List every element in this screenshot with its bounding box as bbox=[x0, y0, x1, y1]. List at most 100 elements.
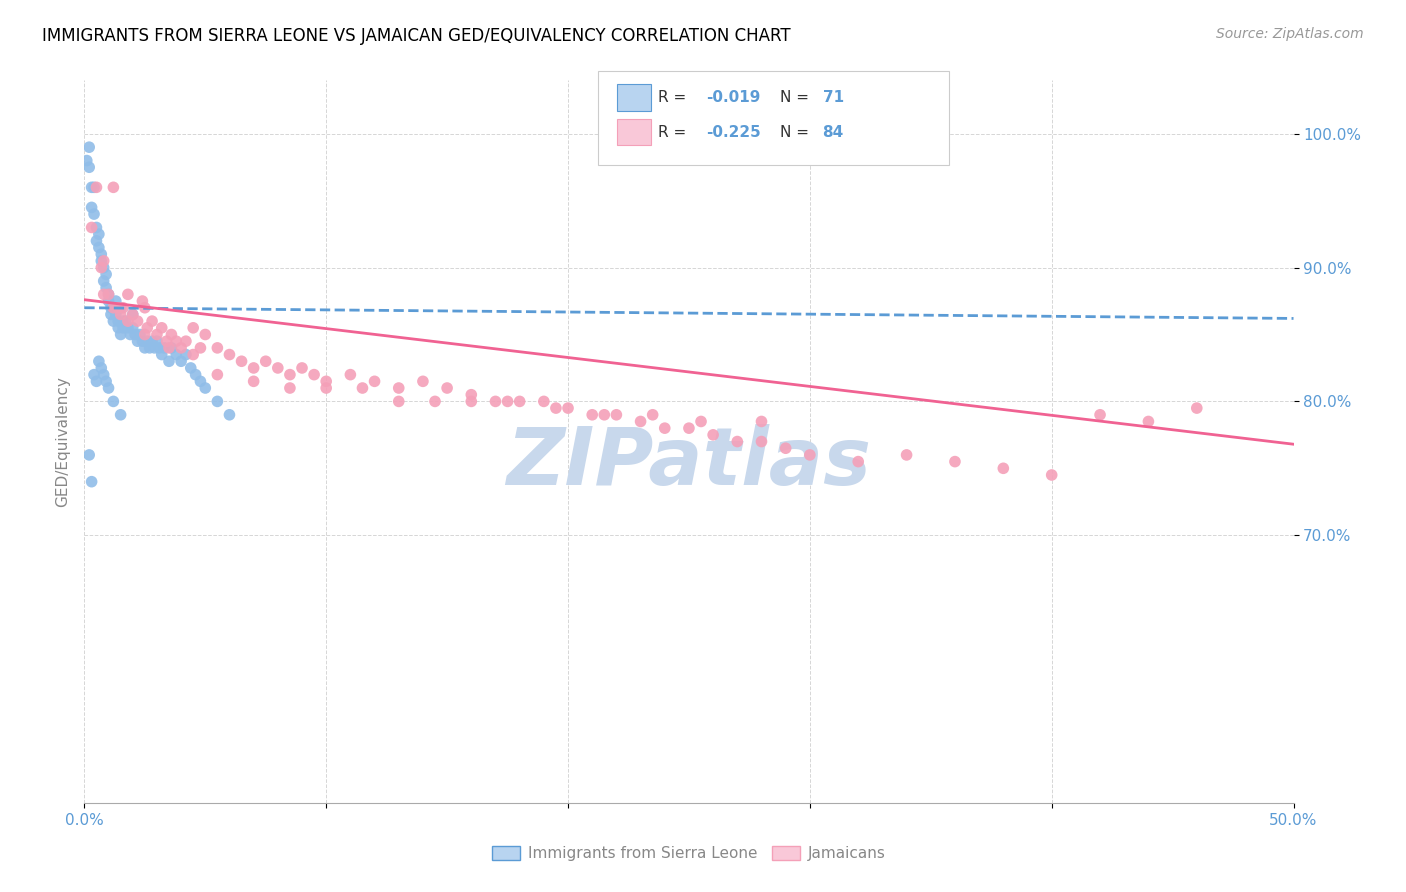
Point bbox=[141, 334, 163, 349]
Point bbox=[112, 321, 135, 335]
Point bbox=[80, 201, 103, 215]
Point bbox=[76, 153, 98, 168]
Point bbox=[630, 414, 652, 428]
Point bbox=[436, 381, 458, 395]
Point bbox=[278, 381, 301, 395]
Point bbox=[207, 368, 229, 382]
Point bbox=[150, 348, 173, 362]
Point bbox=[218, 408, 240, 422]
Text: ZIPatlas: ZIPatlas bbox=[506, 425, 872, 502]
Point bbox=[129, 327, 152, 342]
Point bbox=[423, 394, 446, 409]
Point bbox=[146, 334, 169, 349]
Point bbox=[117, 321, 139, 335]
Point bbox=[87, 241, 110, 255]
Point bbox=[1040, 468, 1063, 483]
Point bbox=[134, 327, 156, 342]
Point bbox=[165, 334, 187, 349]
Point bbox=[641, 408, 664, 422]
Point bbox=[94, 280, 117, 294]
Point bbox=[231, 354, 253, 368]
Text: 84: 84 bbox=[823, 125, 844, 139]
Point bbox=[181, 321, 204, 335]
Point bbox=[110, 301, 132, 315]
Point bbox=[112, 301, 135, 315]
Point bbox=[363, 375, 385, 389]
Point bbox=[124, 327, 146, 342]
Point bbox=[160, 341, 183, 355]
Point bbox=[97, 294, 120, 309]
Point bbox=[194, 327, 217, 342]
Point bbox=[117, 314, 139, 328]
Point bbox=[121, 308, 143, 322]
Point bbox=[896, 448, 918, 462]
Point bbox=[93, 274, 115, 288]
Point bbox=[107, 321, 129, 335]
Point bbox=[702, 428, 724, 442]
Point bbox=[93, 253, 115, 268]
Point bbox=[103, 301, 125, 315]
Point bbox=[315, 381, 337, 395]
Point bbox=[114, 314, 136, 328]
Point bbox=[751, 414, 773, 428]
Point bbox=[100, 308, 122, 322]
Text: IMMIGRANTS FROM SIERRA LEONE VS JAMAICAN GED/EQUIVALENCY CORRELATION CHART: IMMIGRANTS FROM SIERRA LEONE VS JAMAICAN… bbox=[42, 27, 790, 45]
Point bbox=[86, 220, 108, 235]
Point bbox=[134, 301, 156, 315]
Point bbox=[254, 354, 277, 368]
Point bbox=[170, 354, 193, 368]
Point bbox=[725, 434, 748, 449]
Point bbox=[86, 180, 108, 194]
Point bbox=[97, 287, 120, 301]
Point bbox=[993, 461, 1015, 475]
Point bbox=[94, 375, 117, 389]
Point bbox=[388, 381, 411, 395]
Point bbox=[131, 334, 153, 349]
Point bbox=[751, 434, 773, 449]
Point bbox=[218, 348, 240, 362]
Point bbox=[180, 361, 202, 376]
Point bbox=[194, 381, 217, 395]
Point bbox=[148, 341, 170, 355]
Text: N =: N = bbox=[780, 90, 814, 104]
Point bbox=[87, 227, 110, 241]
Point bbox=[97, 287, 120, 301]
Point bbox=[90, 253, 112, 268]
Point bbox=[93, 368, 115, 382]
Point bbox=[533, 394, 555, 409]
Point bbox=[557, 401, 579, 416]
Point bbox=[138, 341, 160, 355]
Point bbox=[315, 375, 337, 389]
Point bbox=[291, 361, 314, 376]
Y-axis label: GED/Equivalency: GED/Equivalency bbox=[55, 376, 70, 507]
Point bbox=[654, 421, 676, 435]
Point bbox=[87, 354, 110, 368]
Point bbox=[484, 394, 506, 409]
Point bbox=[127, 334, 149, 349]
Point bbox=[136, 334, 159, 349]
Point bbox=[174, 334, 197, 349]
Point bbox=[170, 341, 193, 355]
Point bbox=[93, 287, 115, 301]
Point bbox=[352, 381, 374, 395]
Legend: Immigrants from Sierra Leone, Jamaicans: Immigrants from Sierra Leone, Jamaicans bbox=[486, 840, 891, 867]
Point bbox=[127, 314, 149, 328]
Point bbox=[678, 421, 700, 435]
Point bbox=[593, 408, 616, 422]
Point bbox=[77, 140, 100, 154]
Point bbox=[143, 341, 166, 355]
Point bbox=[150, 321, 173, 335]
Point bbox=[103, 301, 125, 315]
Point bbox=[83, 180, 105, 194]
Point bbox=[278, 368, 301, 382]
Point bbox=[94, 268, 117, 282]
Point bbox=[136, 321, 159, 335]
Text: R =: R = bbox=[658, 125, 692, 139]
Text: -0.225: -0.225 bbox=[706, 125, 761, 139]
Point bbox=[153, 341, 176, 355]
Point bbox=[943, 455, 966, 469]
Point bbox=[775, 442, 797, 455]
Point bbox=[134, 341, 156, 355]
Point bbox=[509, 394, 531, 409]
Point bbox=[104, 308, 127, 322]
